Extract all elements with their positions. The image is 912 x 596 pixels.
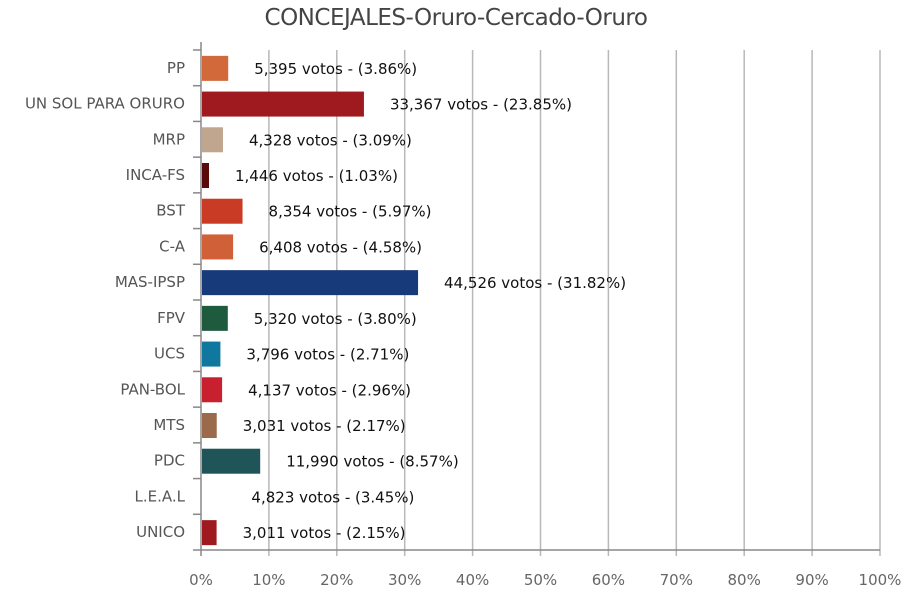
data-label: 11,990 votos - (8.57%) <box>286 453 459 471</box>
category-label: FPV <box>157 309 186 327</box>
bar-unico <box>202 520 217 546</box>
data-label: 3,796 votos - (2.71%) <box>246 346 409 364</box>
data-label: 4,823 votos - (3.45%) <box>251 488 414 506</box>
data-label: 33,367 votos - (23.85%) <box>390 96 572 114</box>
bar-pdc <box>202 448 261 474</box>
category-label: UNICO <box>136 523 185 541</box>
category-label: MAS-IPSP <box>115 273 185 291</box>
data-label: 1,446 votos - (1.03%) <box>235 167 398 185</box>
bar-un-sol-para-oruro <box>202 91 364 117</box>
bar-c-a <box>202 234 234 260</box>
category-label: PP <box>167 59 185 77</box>
category-label: C-A <box>159 237 186 255</box>
bar-mas-ipsp <box>202 270 419 296</box>
x-tick-label: 100% <box>859 571 902 589</box>
x-tick-label: 30% <box>388 571 421 589</box>
category-label: INCA-FS <box>126 166 185 184</box>
bar-mts <box>202 413 217 438</box>
x-tick-label: 60% <box>592 571 625 589</box>
bar-inca-fs <box>202 163 209 188</box>
category-label: MTS <box>153 416 185 434</box>
x-tick-label: 40% <box>456 571 489 589</box>
x-tick-label: 0% <box>189 571 213 589</box>
data-label: 5,320 votos - (3.80%) <box>254 310 417 328</box>
x-tick-label: 10% <box>252 571 285 589</box>
x-tick-label: 80% <box>728 571 761 589</box>
data-label: 44,526 votos - (31.82%) <box>444 274 626 292</box>
bar-mrp <box>202 127 223 153</box>
category-label: UN SOL PARA ORURO <box>25 95 185 113</box>
data-label: 5,395 votos - (3.86%) <box>254 60 417 78</box>
data-label: 4,328 votos - (3.09%) <box>249 131 412 149</box>
bar-l-e-a-l <box>202 484 226 510</box>
bar-bst <box>202 198 243 224</box>
bar-pan-bol <box>202 377 223 403</box>
x-tick-label: 20% <box>320 571 353 589</box>
category-label: MRP <box>153 130 185 148</box>
category-label: BST <box>156 202 186 220</box>
data-label: 4,137 votos - (2.96%) <box>248 381 411 399</box>
x-tick-label: 70% <box>660 571 693 589</box>
bar-pp <box>202 55 229 81</box>
data-label: 3,031 votos - (2.17%) <box>243 417 406 435</box>
x-tick-label: 90% <box>795 571 828 589</box>
bar-ucs <box>202 341 221 367</box>
category-label: PAN-BOL <box>120 380 185 398</box>
category-label: UCS <box>154 345 185 363</box>
data-label: 3,011 votos - (2.15%) <box>243 524 406 542</box>
category-label: L.E.A.L <box>135 487 186 505</box>
chart-title: CONCEJALES-Oruro-Cercado-Oruro <box>264 5 648 31</box>
category-label: PDC <box>154 452 185 470</box>
x-tick-label: 50% <box>524 571 557 589</box>
data-label: 6,408 votos - (4.58%) <box>259 238 422 256</box>
bar-fpv <box>202 305 228 331</box>
data-label: 8,354 votos - (5.97%) <box>269 203 432 221</box>
